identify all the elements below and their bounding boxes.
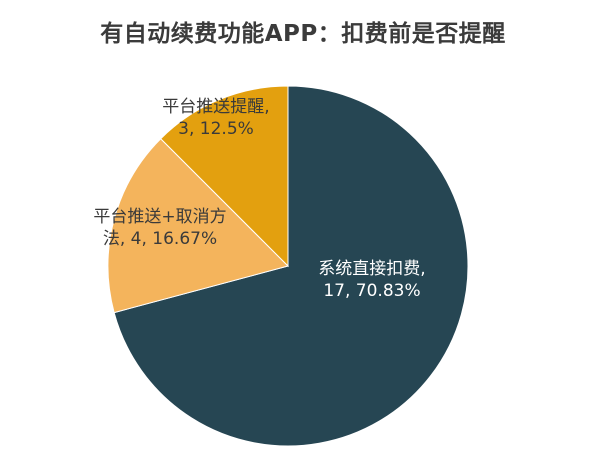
slice-label-push-cancel-line2: 法, 4, 16.67% <box>102 229 218 249</box>
slice-label-direct-charge-line1: 系统直接扣费, <box>318 259 426 279</box>
slice-label-push-cancel: 平台推送+取消方 法, 4, 16.67% <box>70 206 250 250</box>
slice-label-direct-charge: 系统直接扣费, 17, 70.83% <box>287 258 457 302</box>
slice-label-direct-charge-line2: 17, 70.83% <box>323 281 421 301</box>
slice-direct-charge <box>113 85 469 447</box>
slice-push-cancel <box>107 138 289 314</box>
slice-label-push-cancel-line1: 平台推送+取消方 <box>93 207 227 227</box>
chart-title: 有自动续费功能APP：扣费前是否提醒 <box>100 21 506 47</box>
slice-label-push-reminder: 平台推送提醒, 3, 12.5% <box>146 96 286 140</box>
slice-label-push-reminder-line1: 平台推送提醒, <box>162 97 270 117</box>
slice-label-push-reminder-line2: 3, 12.5% <box>178 119 254 139</box>
slice-push-reminder <box>160 85 289 268</box>
